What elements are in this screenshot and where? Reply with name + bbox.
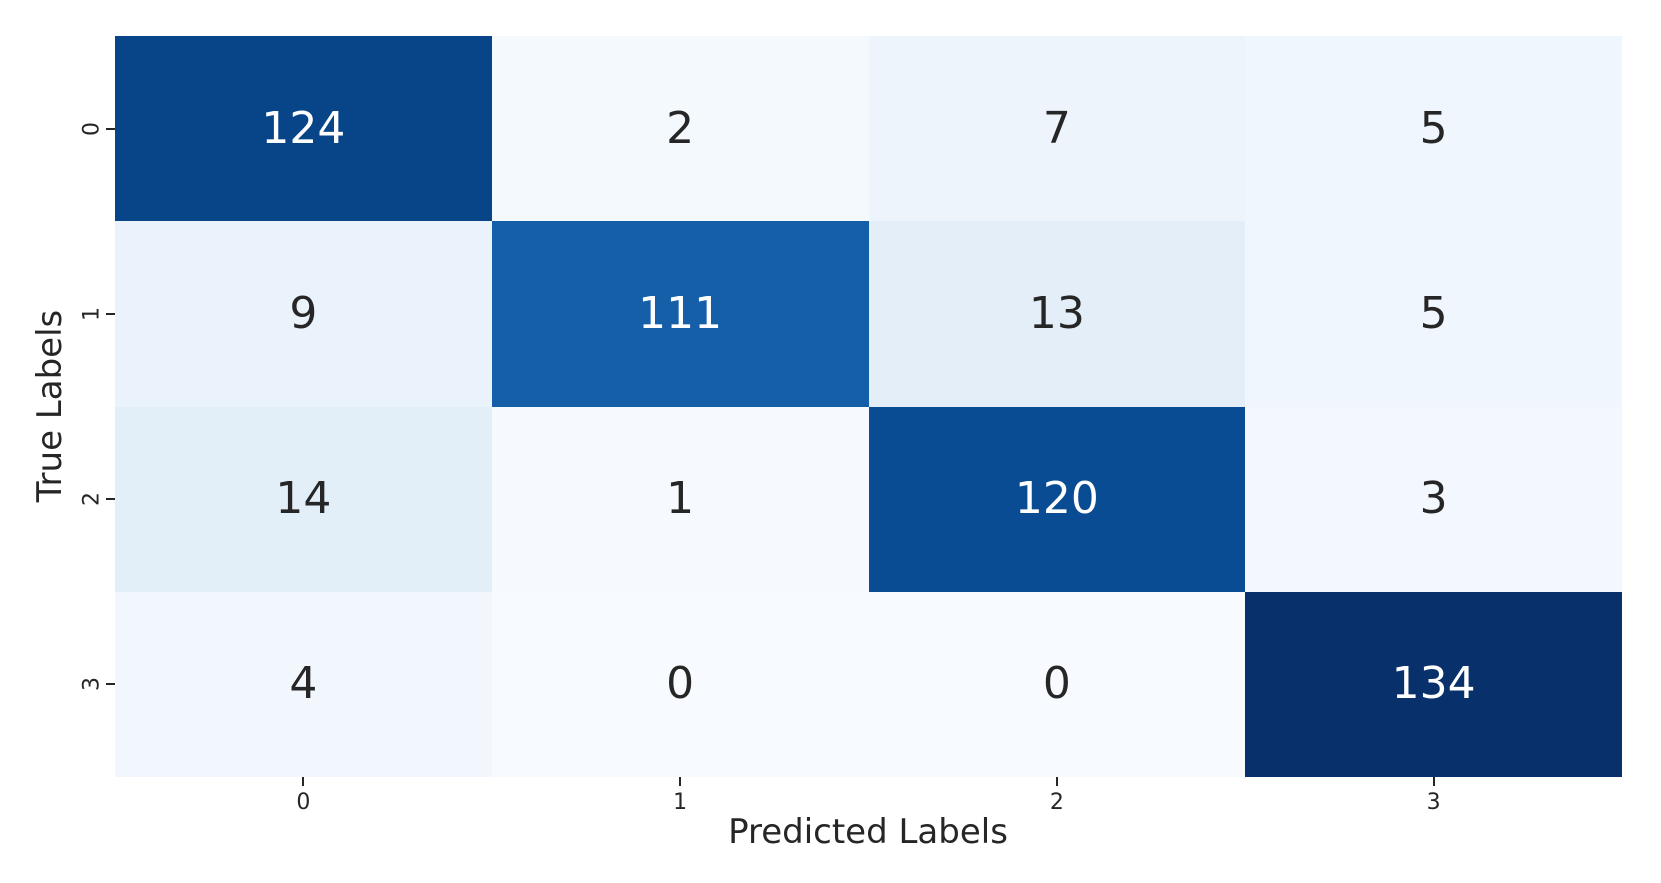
heatmap-cell: 120 [868, 406, 1246, 592]
heatmap-cell: 0 [491, 591, 869, 777]
x-tick-label: 3 [1426, 790, 1441, 815]
y-tick-mark [106, 683, 115, 686]
x-tick-label: 2 [1049, 790, 1064, 815]
heatmap-cell: 2 [491, 36, 869, 222]
heatmap-cell: 4 [115, 591, 492, 777]
y-tick-label: 0 [79, 121, 105, 136]
y-tick-label: 3 [79, 677, 105, 692]
x-tick-mark [1432, 777, 1435, 786]
y-tick-mark [106, 127, 115, 130]
y-tick-label: 1 [79, 306, 105, 321]
y-tick-label: 2 [79, 492, 105, 507]
heatmap-grid: 124 2 7 5 9 111 13 5 14 1 120 3 4 0 0 134 [115, 36, 1622, 777]
x-tick-mark [302, 777, 305, 786]
heatmap-cell: 13 [868, 221, 1246, 407]
heatmap-cell: 5 [1245, 36, 1622, 222]
heatmap-cell: 5 [1245, 221, 1622, 407]
x-tick-label: 1 [673, 790, 688, 815]
x-axis-ticks: 0 1 2 3 [115, 777, 1622, 837]
y-axis-ticks: 0 1 2 3 [0, 36, 115, 777]
heatmap-cell: 0 [868, 591, 1246, 777]
heatmap-cell: 9 [115, 221, 492, 407]
x-tick-label: 0 [296, 790, 311, 815]
y-tick-mark [106, 312, 115, 315]
heatmap-cell: 134 [1245, 591, 1622, 777]
heatmap-cell: 3 [1245, 406, 1622, 592]
heatmap-cell: 1 [491, 406, 869, 592]
x-tick-mark [679, 777, 682, 786]
y-tick-mark [106, 498, 115, 501]
heatmap-cell: 111 [491, 221, 869, 407]
heatmap-cell: 124 [115, 36, 492, 222]
y-axis-label: True Labels [30, 309, 70, 503]
x-axis-label: Predicted Labels [728, 812, 1008, 852]
heatmap-cell: 7 [868, 36, 1246, 222]
heatmap-cell: 14 [115, 406, 492, 592]
x-tick-mark [1055, 777, 1058, 786]
